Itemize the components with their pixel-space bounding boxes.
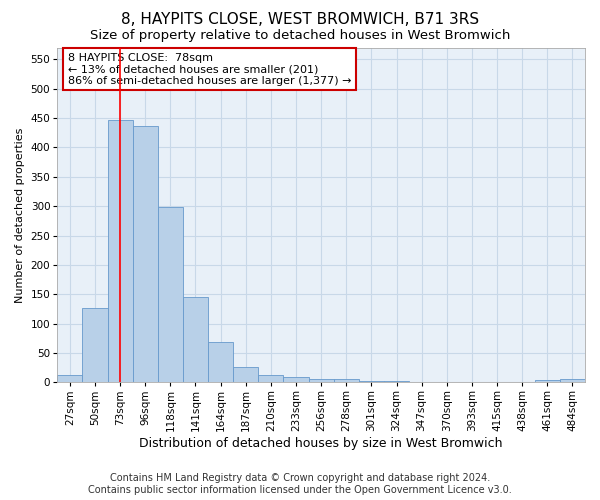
Text: Size of property relative to detached houses in West Bromwich: Size of property relative to detached ho… [90,29,510,42]
Bar [208,342,233,382]
Y-axis label: Number of detached properties: Number of detached properties [15,127,25,302]
Bar [308,379,334,382]
Bar [233,366,258,382]
Text: 8 HAYPITS CLOSE:  78sqm
← 13% of detached houses are smaller (201)
86% of semi-d: 8 HAYPITS CLOSE: 78sqm ← 13% of detached… [68,52,352,86]
Bar [359,381,384,382]
Bar [535,380,560,382]
X-axis label: Distribution of detached houses by size in West Bromwich: Distribution of detached houses by size … [139,437,503,450]
Bar [283,377,308,382]
Bar [258,374,283,382]
Bar [158,208,183,382]
Text: Contains HM Land Registry data © Crown copyright and database right 2024.
Contai: Contains HM Land Registry data © Crown c… [88,474,512,495]
Bar [384,381,409,382]
Bar [133,126,158,382]
Bar [82,308,107,382]
Bar [560,380,585,382]
Bar [57,374,82,382]
Bar [334,380,359,382]
Text: 8, HAYPITS CLOSE, WEST BROMWICH, B71 3RS: 8, HAYPITS CLOSE, WEST BROMWICH, B71 3RS [121,12,479,28]
Bar [107,120,133,382]
Bar [183,297,208,382]
